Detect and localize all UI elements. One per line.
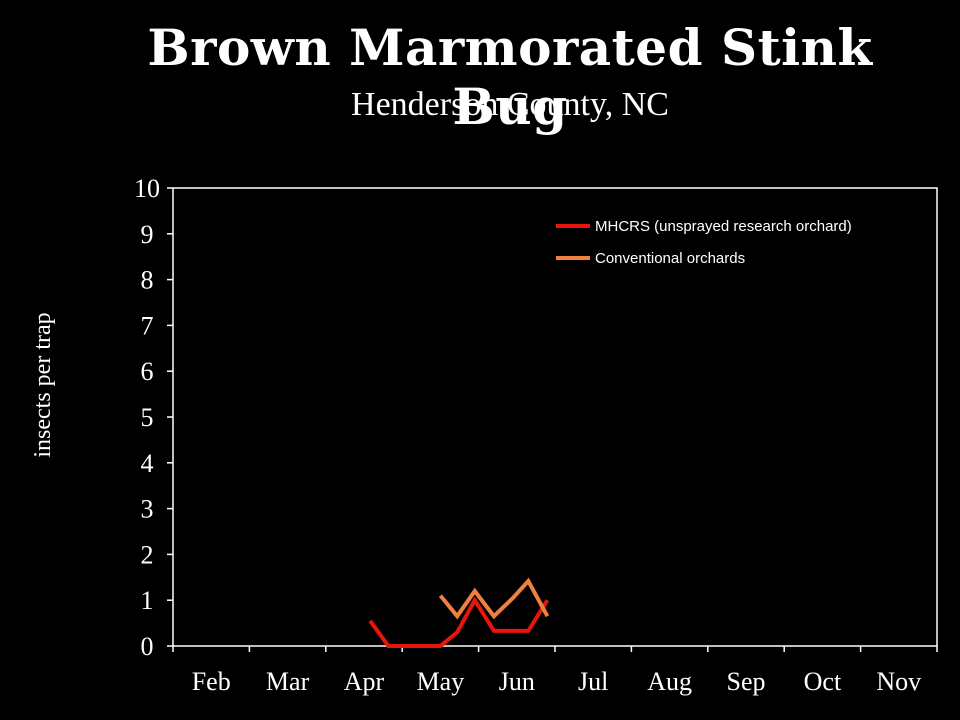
- y-tick-label: 0: [141, 632, 154, 661]
- y-tick-label: 5: [141, 403, 154, 432]
- y-tick-label: 7: [141, 311, 154, 340]
- y-axis-label: insects per trap: [30, 312, 56, 457]
- x-tick-label: Sep: [727, 667, 766, 696]
- series-line-2: [438, 577, 550, 620]
- series-line-1: [368, 596, 550, 648]
- y-tick-label: 1: [141, 586, 154, 615]
- x-axis: Feb Mar Apr May Jun Jul Aug Sep Oct Nov: [172, 646, 938, 696]
- y-tick-label: 2: [141, 540, 154, 569]
- x-tick-label: Feb: [192, 667, 231, 696]
- y-tick-label: 6: [141, 357, 154, 386]
- legend-label: Conventional orchards: [595, 250, 745, 267]
- x-tick-label: Apr: [344, 667, 385, 696]
- x-tick-label: Jun: [499, 667, 535, 696]
- y-tick-label: 10: [134, 174, 160, 203]
- chart-title: Brown Marmorated Stink Bug: [147, 18, 873, 136]
- legend: MHCRS (unsprayed research orchard) Conven…: [556, 218, 852, 267]
- series-lines: [368, 577, 550, 648]
- y-axis: 0 1 2 3 4 5 6 7 8 9 10: [134, 174, 173, 661]
- x-tick-label: Nov: [876, 667, 921, 696]
- y-tick-label: 3: [141, 495, 154, 524]
- x-tick-label: Mar: [266, 667, 310, 696]
- legend-label: MHCRS (unsprayed research orchard): [595, 218, 852, 235]
- y-tick-label: 9: [141, 220, 154, 249]
- y-tick-label: 8: [141, 266, 154, 295]
- plot-frame: [172, 187, 938, 647]
- x-tick-label: Oct: [804, 667, 842, 696]
- x-tick-label: May: [417, 667, 465, 696]
- x-tick-label: Jul: [578, 667, 608, 696]
- chart-subtitle: Henderson County, NC: [351, 86, 669, 123]
- y-tick-label: 4: [141, 449, 154, 478]
- x-tick-label: Aug: [647, 667, 692, 696]
